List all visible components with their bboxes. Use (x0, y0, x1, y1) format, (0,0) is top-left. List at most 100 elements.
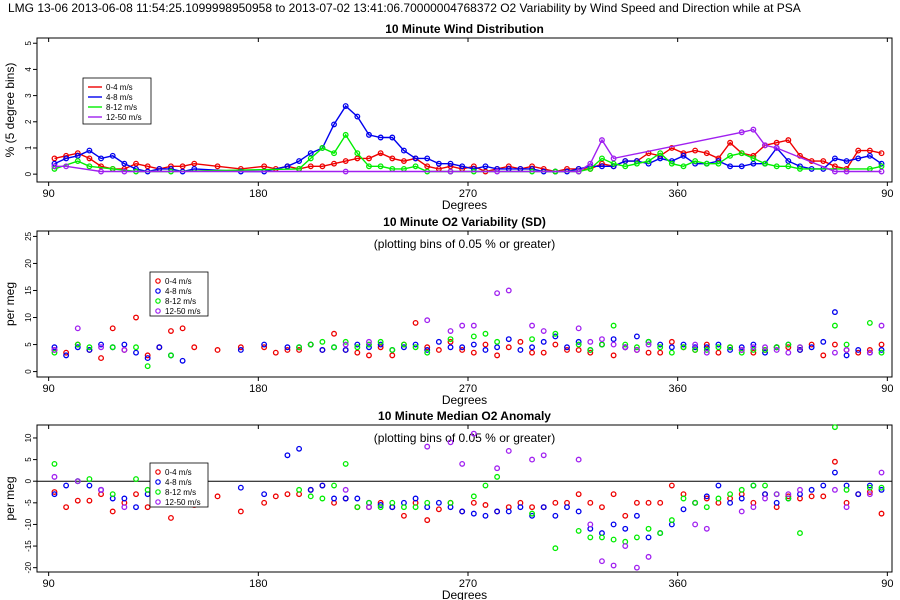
data-point (762, 482, 768, 489)
legend-swatch (155, 469, 161, 475)
data-point (587, 499, 594, 506)
data-point (575, 508, 582, 515)
data-point (703, 525, 710, 532)
data-point (878, 168, 885, 175)
data-point (470, 510, 477, 517)
data-point (715, 349, 722, 356)
data-point (855, 347, 862, 353)
series-3 (51, 319, 885, 370)
data-point (307, 341, 314, 348)
data-point (424, 499, 431, 506)
data-point (831, 469, 838, 476)
data-point (86, 163, 93, 170)
legend-label: 0-4 m/s (165, 468, 192, 477)
data-point (331, 160, 337, 167)
data-point (878, 486, 885, 493)
x-tick-label: 90 (881, 188, 893, 200)
chart-title: 10 Minute Median O2 Anomaly (378, 409, 551, 423)
data-point (109, 152, 116, 159)
data-point (633, 160, 640, 167)
data-point (435, 347, 442, 353)
panels: 10 Minute Wind Distribution 90 180 270 360 90… (3, 22, 893, 600)
data-point (331, 495, 337, 502)
data-point (63, 163, 70, 170)
data-point (63, 352, 70, 359)
data-point (400, 504, 407, 511)
data-point (494, 344, 501, 351)
data-point (470, 493, 477, 500)
data-point (237, 344, 244, 351)
data-point (843, 168, 850, 175)
data-point (692, 158, 699, 165)
data-point (505, 508, 512, 515)
data-point (284, 344, 291, 351)
data-point (866, 319, 873, 326)
data-point (237, 484, 244, 491)
data-point (121, 347, 128, 353)
data-point (599, 558, 605, 565)
data-point (820, 158, 827, 165)
data-point (587, 349, 594, 356)
data-point (366, 155, 372, 162)
data-point (366, 344, 372, 351)
data-point (575, 168, 582, 175)
legend-label: 8-12 m/s (106, 103, 137, 112)
data-point (377, 134, 384, 141)
data-point (261, 499, 268, 506)
data-point (540, 349, 547, 356)
x-tick-label: 180 (249, 578, 267, 590)
data-point (878, 341, 885, 348)
x-tick-label: 180 (249, 188, 267, 200)
data-point (552, 512, 559, 519)
data-point (785, 493, 792, 500)
data-point (214, 163, 221, 170)
legend-swatch (155, 298, 161, 304)
data-point (98, 486, 105, 493)
data-point (494, 168, 501, 175)
data-point (762, 495, 768, 502)
data-point (529, 510, 536, 517)
data-point (331, 150, 337, 157)
data-point (354, 150, 361, 157)
data-point (610, 322, 617, 329)
data-point (51, 165, 58, 172)
data-point (668, 482, 675, 489)
data-point (750, 155, 757, 162)
data-point (657, 499, 664, 506)
data-point (680, 506, 687, 513)
data-point (750, 482, 757, 489)
data-point (133, 314, 139, 321)
legend-label: 0-4 m/s (106, 83, 133, 92)
plot-frame (36, 37, 893, 183)
data-point (389, 155, 396, 162)
data-point (552, 333, 559, 340)
data-point (366, 341, 372, 348)
data-point (540, 338, 547, 345)
data-point (692, 521, 699, 528)
data-point (564, 344, 570, 351)
data-point (354, 344, 361, 351)
data-point (680, 344, 687, 351)
data-point (424, 344, 431, 351)
data-point (575, 341, 582, 348)
y-tick-label: -5 (24, 499, 33, 507)
data-point (447, 160, 454, 167)
y-tick-label: -15 (24, 540, 33, 552)
data-point (575, 347, 582, 353)
data-point (389, 347, 396, 353)
data-point (808, 493, 815, 500)
data-point (459, 460, 466, 467)
data-point (156, 344, 163, 351)
legend-swatch (155, 479, 161, 485)
data-point (668, 517, 675, 524)
data-point (529, 322, 536, 329)
x-tick-label: 360 (668, 383, 686, 395)
data-point (331, 482, 337, 489)
data-point (51, 473, 58, 480)
data-point (633, 347, 640, 353)
x-tick-label: 90 (43, 188, 55, 200)
plot-frame (36, 230, 893, 378)
data-point (307, 163, 314, 170)
data-point (599, 163, 605, 170)
data-point (98, 341, 105, 348)
